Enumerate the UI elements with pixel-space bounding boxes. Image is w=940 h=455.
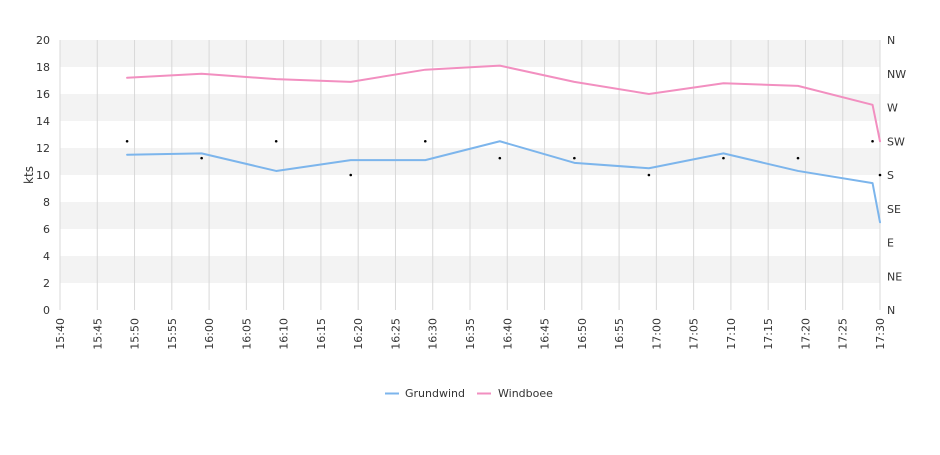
x-tick-label: 16:10 <box>278 318 291 350</box>
y2-tick-label: N <box>887 304 895 317</box>
direction-marker <box>498 156 502 160</box>
direction-marker <box>423 139 427 143</box>
direction-marker <box>573 156 576 160</box>
vertical-gridlines <box>59 40 881 310</box>
y-axis-ticks: 0 2 4 6 8 10 12 14 16 18 20 <box>36 34 50 317</box>
y2-tick-label: S <box>887 169 894 182</box>
x-tick-label: 16:55 <box>613 318 626 350</box>
y-tick-label: 12 <box>36 142 50 155</box>
y-axis-title: kts <box>22 166 36 184</box>
x-tick-label: 16:35 <box>464 318 477 350</box>
direction-marker <box>647 173 651 177</box>
x-tick-label: 17:05 <box>688 318 701 350</box>
y-tick-label: 10 <box>36 169 50 182</box>
x-tick-label: 16:50 <box>576 318 589 350</box>
direction-marker <box>125 139 129 143</box>
y2-axis-ticks: N NE E SE S SW W NW N <box>887 34 906 317</box>
direction-marker <box>200 156 203 160</box>
y2-tick-label: SW <box>887 135 905 148</box>
x-tick-label: 17:10 <box>725 318 738 350</box>
legend-item-windboee[interactable]: Windboee <box>477 387 553 400</box>
direction-markers <box>125 139 882 177</box>
x-tick-label: 16:20 <box>352 318 365 350</box>
y2-tick-label: NE <box>887 270 902 283</box>
x-tick-label: 16:25 <box>389 318 402 350</box>
y-tick-label: 16 <box>36 88 50 101</box>
y-tick-label: 0 <box>43 304 50 317</box>
legend: Grundwind Windboee <box>385 387 553 400</box>
y-tick-label: 6 <box>43 223 50 236</box>
legend-item-grundwind[interactable]: Grundwind <box>385 387 465 400</box>
legend-label-grundwind: Grundwind <box>405 387 465 400</box>
y-tick-label: 20 <box>36 34 50 47</box>
x-tick-label: 15:40 <box>54 318 67 350</box>
direction-marker <box>274 139 278 143</box>
x-tick-label: 17:25 <box>837 318 850 350</box>
x-tick-label: 15:55 <box>166 318 179 350</box>
y-tick-label: 2 <box>43 277 50 290</box>
x-tick-label: 17:30 <box>874 318 887 350</box>
x-tick-label: 16:00 <box>203 318 216 350</box>
series-lines <box>126 64 881 224</box>
direction-marker <box>349 173 353 177</box>
x-tick-label: 15:50 <box>129 318 142 350</box>
y-tick-label: 4 <box>43 250 50 263</box>
y-tick-label: 18 <box>36 61 50 74</box>
x-tick-label: 16:30 <box>427 318 440 350</box>
series-line-grundwind <box>126 140 881 224</box>
x-tick-label: 15:45 <box>91 318 104 350</box>
series-line-windboee <box>126 64 881 143</box>
y2-tick-label: E <box>887 237 894 250</box>
x-tick-label: 16:05 <box>240 318 253 350</box>
y2-tick-label: N <box>887 34 895 47</box>
legend-label-windboee: Windboee <box>498 387 553 400</box>
x-tick-label: 17:00 <box>650 318 663 350</box>
y2-tick-label: W <box>887 102 898 115</box>
direction-marker <box>722 156 725 160</box>
x-tick-label: 17:20 <box>799 318 812 350</box>
x-tick-label: 16:45 <box>539 318 552 350</box>
y-tick-label: 8 <box>43 196 50 209</box>
direction-marker <box>878 173 882 177</box>
y2-tick-label: NW <box>887 68 906 81</box>
x-axis-ticks: 15:40 15:45 15:50 15:55 16:00 16:05 16:10 16:15… <box>54 318 887 350</box>
y-tick-label: 14 <box>36 115 50 128</box>
x-tick-label: 17:15 <box>762 318 775 350</box>
x-tick-label: 16:40 <box>501 318 514 350</box>
y2-tick-label: SE <box>887 203 901 216</box>
direction-marker <box>871 139 874 143</box>
x-tick-label: 16:15 <box>315 318 328 350</box>
direction-marker <box>796 156 800 160</box>
